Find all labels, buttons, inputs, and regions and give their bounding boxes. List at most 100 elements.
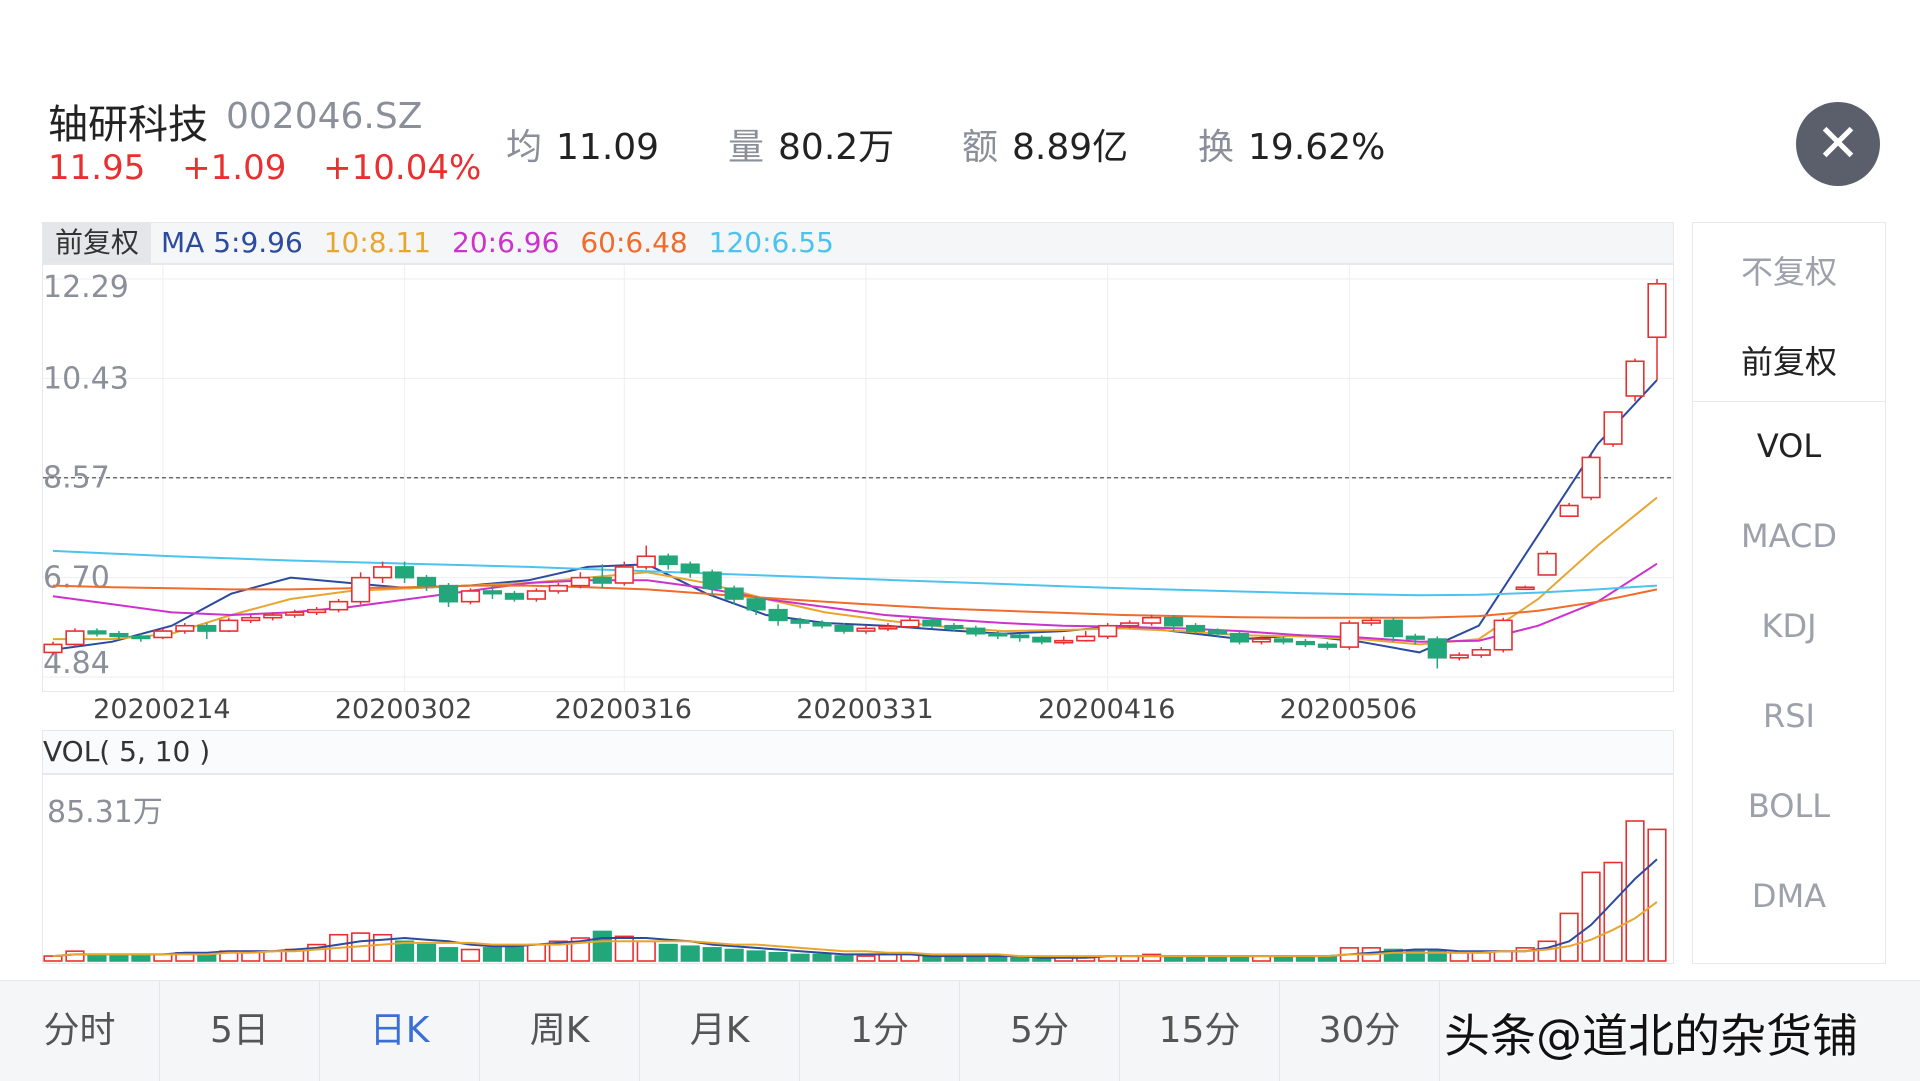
ma-line-ma5	[52, 379, 1658, 654]
candle-body	[988, 632, 1008, 637]
volume-bar	[1647, 828, 1667, 962]
volume-bar	[856, 955, 876, 962]
candle-body	[1449, 654, 1469, 659]
candle-body	[1405, 635, 1425, 640]
stat-avg-label: 均	[506, 127, 543, 168]
volume-chart[interactable]: 85.31万	[42, 774, 1674, 964]
volume-bar	[1449, 951, 1469, 962]
volume-bar	[790, 953, 810, 962]
candle-body	[1361, 619, 1381, 624]
date-label: 20200506	[1279, 694, 1418, 725]
volume-header: VOL( 5, 10 )	[42, 730, 1674, 774]
stock-code: 002046.SZ	[226, 96, 423, 137]
volume-bar	[834, 955, 854, 962]
candle-body	[834, 624, 854, 632]
volume-bar	[153, 953, 173, 962]
ma60-legend: 60:6.48	[580, 226, 688, 259]
stat-avg-value: 11.09	[556, 127, 660, 168]
volume-title: VOL( 5, 10 )	[43, 735, 211, 768]
candle-body	[1471, 648, 1491, 656]
ma-line-ma10	[53, 496, 1658, 646]
candle-body	[1098, 624, 1118, 638]
volume-bar	[614, 935, 634, 962]
candle-body	[1229, 632, 1250, 643]
candle-body	[1010, 634, 1030, 639]
volume-bar	[768, 951, 788, 962]
volume-bar	[1537, 940, 1557, 962]
volume-bar	[636, 940, 656, 962]
kline-chart[interactable]: 12.29 10.43 8.57 6.70 4.84	[42, 264, 1674, 692]
tab-intraday[interactable]: 分时	[0, 981, 160, 1081]
side-item-kdj[interactable]: KDJ	[1761, 607, 1817, 645]
candle-body	[1164, 616, 1184, 627]
candle-body	[307, 608, 327, 614]
volume-bar	[680, 945, 700, 962]
ma-line-ma60	[52, 584, 1658, 619]
volume-max-label: 85.31万	[47, 795, 163, 830]
candle-body	[372, 566, 393, 579]
candle-body	[1076, 635, 1096, 642]
candle-body	[1603, 411, 1623, 445]
side-item-vol[interactable]: VOL	[1756, 427, 1822, 465]
tab-30min[interactable]: 30分	[1280, 981, 1440, 1081]
candle-body	[1251, 638, 1272, 643]
current-price: 11.95	[48, 148, 146, 188]
close-button[interactable]: ✕	[1796, 102, 1880, 186]
tab-5day[interactable]: 5日	[160, 981, 320, 1081]
tab-1min[interactable]: 1分	[800, 981, 960, 1081]
candle-body	[856, 627, 876, 632]
volume-bar	[504, 945, 525, 962]
candle-body	[592, 576, 612, 584]
volume-bar	[746, 950, 766, 962]
volume-bar	[1581, 871, 1601, 962]
candle-body	[175, 624, 195, 632]
volume-bar	[1625, 820, 1645, 962]
candle-body	[812, 622, 832, 627]
candle-body	[219, 619, 239, 632]
stat-amount-value: 8.89亿	[1012, 127, 1129, 168]
side-item-forward-adjust[interactable]: 前复权	[1740, 343, 1837, 381]
candle-body	[1273, 638, 1294, 643]
side-item-macd[interactable]: MACD	[1741, 517, 1837, 555]
volume-bar	[1471, 951, 1491, 962]
candle-body	[1120, 622, 1140, 627]
tab-weekly-k[interactable]: 周K	[480, 981, 640, 1081]
candle-body	[65, 630, 85, 646]
candle-body	[1647, 283, 1667, 339]
stat-avg: 均 11.09	[506, 118, 659, 170]
candle-body	[966, 627, 986, 635]
tab-15min[interactable]: 15分	[1120, 981, 1280, 1081]
y-tick-label: 8.57	[43, 461, 110, 496]
y-tick-label: 10.43	[43, 361, 129, 396]
candle-body	[1493, 619, 1513, 651]
stat-turnover: 换 19.62%	[1198, 118, 1385, 170]
side-item-no-adjust[interactable]: 不复权	[1740, 253, 1837, 291]
candle-body	[658, 555, 678, 566]
candle-body	[131, 635, 151, 640]
tab-monthly-k[interactable]: 月K	[640, 981, 800, 1081]
candle-body	[460, 590, 481, 603]
tab-daily-k[interactable]: 日K	[320, 981, 480, 1081]
date-label: 20200331	[796, 694, 934, 725]
candle-body	[394, 566, 415, 579]
side-item-rsi[interactable]: RSI	[1763, 697, 1815, 735]
tab-5min[interactable]: 5分	[960, 981, 1120, 1081]
y-tick-label: 6.70	[43, 561, 110, 596]
candle-body	[548, 584, 568, 592]
volume-bar	[1142, 953, 1162, 962]
candle-body	[1537, 552, 1557, 576]
stat-amount-label: 额	[962, 127, 999, 168]
stat-turnover-label: 换	[1198, 127, 1235, 168]
y-tick-label: 12.29	[43, 270, 129, 305]
side-item-dma[interactable]: DMA	[1751, 877, 1827, 915]
side-item-boll[interactable]: BOLL	[1747, 787, 1831, 825]
candle-body	[241, 616, 261, 622]
volume-bar	[526, 943, 546, 962]
candle-body	[1317, 643, 1338, 648]
ma-legend-bar: 前复权 MA 5:9.96 10:8.11 20:6.96 60:6.48 12…	[42, 222, 1674, 264]
candle-body	[1185, 624, 1206, 632]
volume-bar	[1383, 948, 1403, 962]
volume-ma10-line	[52, 901, 1658, 958]
adjust-mode-tag[interactable]: 前复权	[43, 223, 151, 263]
candle-body	[944, 624, 964, 630]
